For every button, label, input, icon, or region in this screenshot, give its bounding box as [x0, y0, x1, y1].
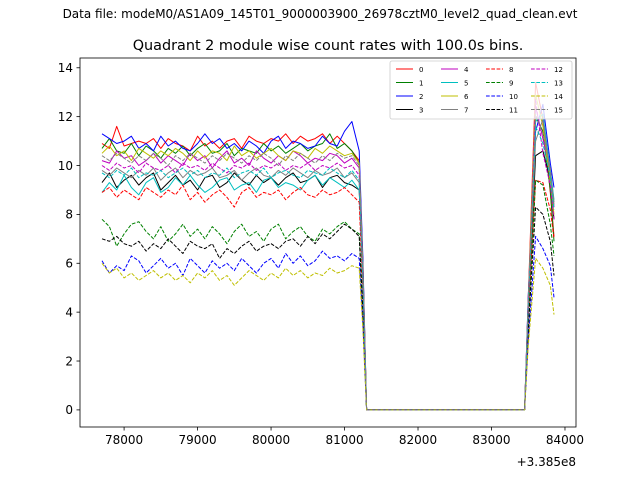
series-line-0 [101, 81, 555, 411]
legend-label-1: 1 [419, 80, 423, 88]
legend-label-6: 6 [464, 93, 469, 101]
x-tick-label-81000: 81000 [325, 433, 363, 447]
series-line-4 [101, 106, 555, 411]
figure-suptitle: Data file: modeM0/AS1A09_145T01_90000039… [62, 7, 578, 21]
x-tick-label-83000: 83000 [472, 433, 510, 447]
legend-label-0: 0 [419, 66, 423, 74]
legend-label-5: 5 [464, 80, 468, 88]
legend-label-7: 7 [464, 107, 468, 115]
series-line-9 [101, 179, 555, 411]
y-tick-label-14: 14 [58, 61, 73, 75]
legend-label-8: 8 [509, 66, 513, 74]
chart-title: Quadrant 2 module wise count rates with … [133, 38, 524, 54]
x-tick-label-78000: 78000 [105, 433, 143, 447]
legend-label-15: 15 [554, 107, 563, 115]
y-tick-label-2: 2 [65, 354, 73, 368]
series-line-7 [101, 118, 555, 411]
series-line-10 [101, 235, 555, 411]
axes-layer: 78000 79000 80000 81000 82000 83000 84000 0 2 4 6 8… [58, 57, 584, 447]
series-layer [101, 81, 555, 411]
legend-label-4: 4 [464, 66, 469, 74]
series-line-8 [101, 179, 555, 411]
series-line-5 [101, 113, 555, 411]
x-tick-label-79000: 79000 [178, 433, 216, 447]
legend-label-12: 12 [554, 66, 563, 74]
legend-label-11: 11 [509, 107, 518, 115]
series-line-11 [101, 206, 555, 411]
series-line-14 [101, 257, 555, 411]
x-offset-label: +3.385e8 [517, 455, 576, 469]
y-tick-label-8: 8 [65, 208, 73, 222]
y-tick-label-10: 10 [58, 159, 73, 173]
series-line-1 [101, 116, 555, 411]
legend-box [389, 60, 573, 120]
legend-label-13: 13 [554, 80, 563, 88]
series-line-12 [101, 99, 555, 411]
legend-label-3: 3 [419, 107, 423, 115]
x-tick-label-82000: 82000 [399, 433, 437, 447]
y-tick-label-12: 12 [58, 110, 73, 124]
legend-label-14: 14 [554, 93, 563, 101]
series-line-3 [101, 150, 555, 411]
legend-label-10: 10 [509, 93, 518, 101]
plot-frame [79, 57, 577, 428]
series-line-15 [101, 113, 555, 411]
x-tick-label-84000: 84000 [546, 433, 584, 447]
y-tick-label-6: 6 [65, 257, 73, 271]
y-tick-label-4: 4 [65, 305, 73, 319]
legend-label-9: 9 [509, 80, 513, 88]
series-line-13 [101, 125, 555, 411]
y-tick-label-0: 0 [65, 403, 73, 417]
legend-label-2: 2 [419, 93, 423, 101]
x-tick-label-80000: 80000 [252, 433, 290, 447]
